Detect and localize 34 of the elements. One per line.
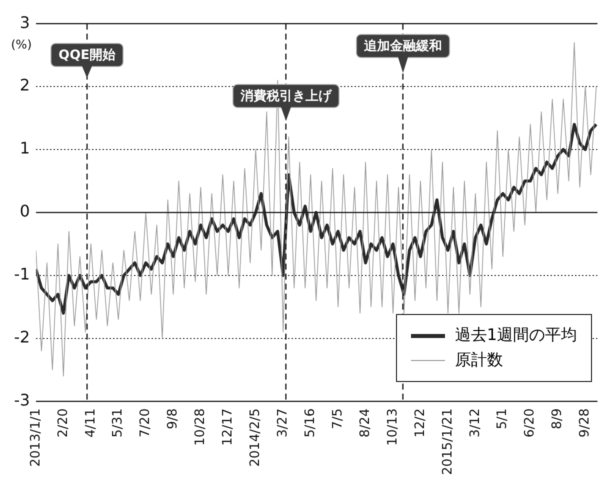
y-tick-label: -2 (14, 328, 30, 347)
x-tick-label: 5/16 (302, 408, 318, 438)
x-tick-label: 10/13 (385, 408, 400, 446)
x-tick-label: 8/9 (550, 408, 566, 430)
x-tick-label: 7/20 (138, 408, 154, 438)
ref-line-label: QQE開始 (50, 43, 124, 68)
y-tick-label: 1 (20, 138, 30, 158)
x-tick-label: 2014/2/5 (248, 408, 264, 467)
x-tick-label: 7/5 (330, 408, 346, 430)
x-tick-label: 4/11 (83, 408, 98, 438)
y-tick-label: -1 (14, 264, 30, 284)
y-tick-label: 3 (20, 12, 30, 32)
ref-line-label: 消費税引き上げ (232, 84, 340, 108)
legend-label: 過去1週間の平均 (454, 325, 577, 346)
x-tick-label: 3/12 (468, 408, 483, 438)
x-tick-label: 8/24 (358, 408, 373, 438)
x-tick-label: 2015/1/21 (440, 408, 456, 476)
x-tick-label: 9/28 (578, 408, 593, 438)
x-tick-label: 10/28 (193, 408, 208, 446)
x-tick-label: 6/20 (522, 408, 538, 438)
x-tick-label: 5/31 (110, 408, 126, 438)
x-tick-label: 3/27 (276, 408, 291, 438)
y-tick-label: -3 (14, 390, 30, 410)
legend-label: 原計数 (454, 350, 503, 371)
ref-line-label: 追加金融緩和 (356, 34, 450, 58)
y-tick-label: 2 (20, 76, 30, 95)
y-axis-title: (%) (11, 38, 32, 52)
x-tick-label: 5/1 (495, 408, 510, 430)
x-tick-label: 12/17 (220, 408, 236, 446)
x-tick-label: 2/20 (56, 408, 71, 438)
x-tick-label: 12/2 (412, 408, 428, 438)
x-tick-label: 2013/1/1 (28, 408, 44, 467)
x-tick-label: 9/8 (166, 408, 181, 430)
y-tick-label: 0 (20, 202, 30, 221)
